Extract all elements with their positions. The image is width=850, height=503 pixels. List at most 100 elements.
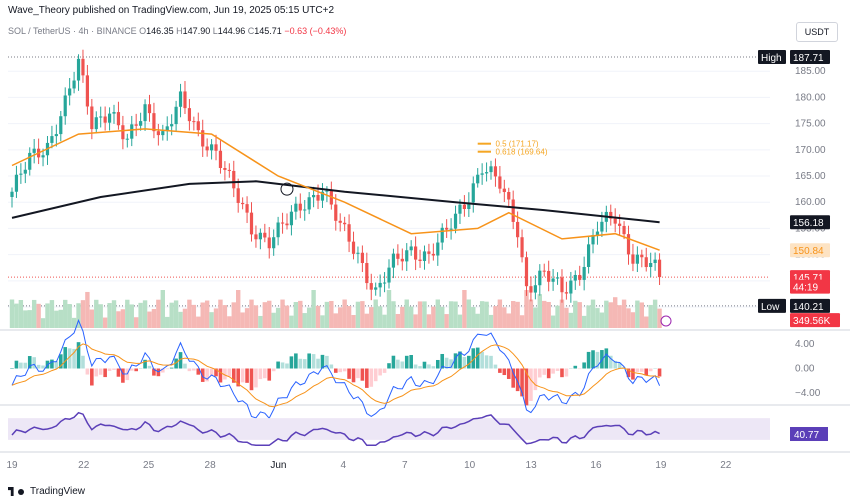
- price-axis-badge-value: 44:19: [793, 283, 818, 294]
- volume-bar: [213, 308, 219, 328]
- macd-histogram-bar: [152, 368, 156, 376]
- price-axis-tag: [758, 50, 786, 65]
- volume-bar: [373, 299, 378, 328]
- volume-bar: [222, 305, 228, 328]
- candle-body: [582, 266, 586, 280]
- symbol-name[interactable]: SOL / TetherUS: [8, 26, 71, 36]
- macd-histogram-bar: [81, 355, 85, 369]
- candle-body: [201, 130, 205, 147]
- candle-body: [343, 222, 347, 225]
- volume-bar: [267, 300, 272, 328]
- volume-bar: [311, 290, 316, 328]
- time-tick-label: 25: [143, 460, 155, 471]
- volume-bar: [542, 300, 547, 328]
- macd-histogram-bar: [529, 368, 533, 401]
- macd-histogram-bar: [648, 368, 653, 372]
- macd-histogram-bar: [475, 347, 480, 369]
- volume-bar: [599, 312, 605, 328]
- macd-histogram-bar: [613, 360, 617, 369]
- price-tick-label: 175.00: [795, 119, 826, 130]
- price-axis-tag-label: High: [761, 53, 782, 64]
- volume-bar: [639, 302, 645, 328]
- macd-histogram-bar: [138, 368, 143, 369]
- candle-body: [103, 116, 107, 123]
- candle-body: [72, 80, 76, 89]
- candle-body: [125, 138, 129, 140]
- candle-body: [626, 234, 631, 255]
- candle-body: [351, 241, 356, 254]
- candle-body: [547, 270, 551, 282]
- volume-bar: [138, 302, 143, 328]
- macd-histogram-bar: [586, 351, 591, 369]
- volume-bar: [333, 313, 338, 328]
- volume-bar: [18, 299, 24, 328]
- volume-bar: [151, 308, 157, 328]
- macd-tick-label: 4.00: [795, 339, 815, 350]
- macd-histogram-bar: [453, 353, 458, 369]
- macd-histogram-bar: [112, 368, 116, 370]
- macd-histogram-bar: [187, 368, 192, 372]
- candle-body: [462, 204, 466, 210]
- close-value: 145.71: [254, 26, 282, 36]
- candle-body: [14, 174, 19, 192]
- macd-histogram-bar: [520, 368, 524, 397]
- volume-bar: [652, 299, 658, 328]
- macd-histogram-bar: [462, 357, 467, 369]
- macd-histogram-bar: [67, 348, 72, 369]
- volume-bar: [111, 300, 117, 328]
- candle-body: [258, 232, 262, 240]
- time-tick-label: 22: [720, 460, 732, 471]
- macd-histogram-bar: [489, 355, 493, 369]
- volume-bar: [125, 299, 130, 328]
- currency-button[interactable]: USDT: [796, 22, 838, 42]
- candle-body: [81, 58, 85, 76]
- volume-bar: [346, 306, 352, 328]
- candle-body: [511, 199, 515, 222]
- macd-histogram-bar: [333, 368, 338, 373]
- macd-histogram-bar: [267, 368, 272, 381]
- volume-bar: [36, 303, 41, 328]
- volume-bar: [40, 318, 46, 328]
- candle-body: [298, 203, 302, 211]
- volume-bar: [218, 299, 223, 328]
- price-axis-tag: [758, 298, 786, 313]
- macd-histogram-bar: [134, 368, 138, 372]
- volume-bar: [14, 303, 19, 328]
- candle-body: [365, 263, 369, 284]
- candle-body: [303, 209, 307, 211]
- time-tick-label: Jun: [270, 460, 286, 471]
- volume-bar: [129, 304, 134, 328]
- macd-histogram-bar: [595, 351, 600, 369]
- volume-bar: [648, 304, 653, 328]
- candle-body: [657, 259, 662, 278]
- volume-bar: [377, 306, 383, 328]
- macd-histogram-bar: [422, 361, 427, 369]
- candle-body: [551, 278, 555, 282]
- volume-bar: [559, 299, 565, 328]
- exchange-label: BINANCE: [96, 26, 137, 36]
- macd-histogram-bar: [285, 363, 289, 369]
- macd-histogram-bar: [280, 362, 285, 369]
- macd-histogram-bar: [294, 353, 298, 369]
- macd-histogram-bar: [263, 368, 267, 379]
- candle-body: [325, 190, 329, 192]
- macd-histogram-bar: [591, 350, 595, 369]
- macd-histogram-bar: [129, 368, 134, 371]
- candle-body: [63, 95, 67, 117]
- price-tick-label: 185.00: [795, 66, 826, 77]
- candle-body: [76, 58, 81, 81]
- macd-histogram-bar: [498, 368, 502, 373]
- candle-body: [538, 270, 542, 286]
- candle-body: [254, 234, 258, 240]
- rsi-value-badge: [790, 427, 828, 442]
- macd-histogram-bar: [608, 355, 613, 369]
- macd-histogram-bar: [396, 359, 400, 369]
- candle-body: [409, 246, 413, 251]
- macd-histogram-bar: [400, 361, 405, 369]
- macd-histogram-bar: [19, 362, 23, 369]
- candle-body: [161, 131, 165, 136]
- macd-histogram-bar: [493, 364, 498, 369]
- volume-bar: [156, 299, 161, 328]
- volume-bar: [382, 314, 387, 328]
